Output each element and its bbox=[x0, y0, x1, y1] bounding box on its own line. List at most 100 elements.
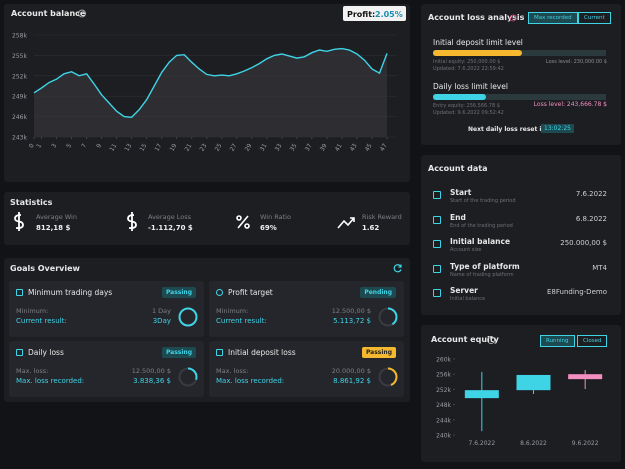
row-label: Max. loss: bbox=[216, 367, 249, 375]
row-label: Current result: bbox=[216, 317, 267, 325]
goal-card: Minimum trading days Passing Minimum: 1 Day… bbox=[9, 281, 204, 337]
goal-icon bbox=[16, 289, 23, 296]
y-tick-label: 244k bbox=[436, 417, 451, 424]
row-label: Server bbox=[450, 286, 478, 295]
y-tick-label: 255k bbox=[12, 53, 27, 60]
ring-fill bbox=[178, 307, 198, 327]
ring-fill bbox=[378, 367, 398, 387]
stat-label: Risk Reward bbox=[362, 213, 402, 221]
row-value: E8Funding-Demo bbox=[547, 288, 607, 296]
goal-icon bbox=[216, 349, 223, 356]
y-tick-label: 246k bbox=[12, 114, 27, 121]
goal-title: Minimum trading days bbox=[28, 288, 113, 297]
x-tick-label: 27 bbox=[229, 142, 239, 152]
profit-label: Profit: bbox=[347, 10, 375, 19]
row-sub: End of the trading period bbox=[450, 222, 513, 229]
balance-line bbox=[33, 47, 388, 119]
goal-icon bbox=[16, 349, 23, 356]
y-tick-label: 243k bbox=[12, 135, 27, 142]
row-label: Max. loss recorded: bbox=[216, 377, 285, 385]
stat-value: 69% bbox=[260, 224, 277, 232]
row-value: 12.500,00 $ bbox=[131, 367, 171, 375]
stat-value: 812,18 $ bbox=[36, 224, 71, 232]
goal-icon bbox=[216, 289, 223, 296]
tab-running[interactable]: Running bbox=[540, 335, 575, 347]
row-value: 20.000,00 $ bbox=[331, 367, 371, 375]
chart-title: Account equity bbox=[431, 335, 500, 344]
candle-body bbox=[464, 390, 499, 399]
updated-text: Updated: 9.6.2022 09:52:42 bbox=[433, 110, 504, 116]
info-icon[interactable] bbox=[487, 336, 495, 344]
tab-closed[interactable]: Closed bbox=[577, 335, 608, 347]
ring-fill bbox=[378, 307, 398, 327]
stat-value: 1.62 bbox=[362, 224, 380, 232]
x-tick-label: 45 bbox=[364, 142, 374, 152]
ring-fill bbox=[178, 367, 198, 387]
y-tick-label: 240k bbox=[436, 433, 451, 440]
equity-panel: Account equity 240k 244k 248k 252k 256k 260k 7… bbox=[421, 325, 621, 462]
x-tick-label: 9.6.2022 bbox=[572, 440, 599, 447]
x-tick-label: 41 bbox=[334, 142, 344, 152]
info-icon[interactable] bbox=[78, 9, 86, 18]
tab-max-recorded[interactable]: Max recorded bbox=[528, 12, 578, 24]
x-tick-label: 39 bbox=[319, 142, 329, 152]
x-tick-label: 37 bbox=[304, 142, 314, 152]
x-tick-label: 7.6.2022 bbox=[468, 440, 495, 447]
stat-value: -1.112,70 $ bbox=[148, 224, 193, 232]
equity-text: Initial equity: 250,000.00 $ bbox=[433, 59, 501, 65]
status-badge: Passing bbox=[161, 287, 196, 298]
limit-title: Daily loss limit level bbox=[433, 82, 508, 91]
reset-time: 13:02:25 bbox=[541, 124, 574, 133]
panel-title: Account loss analysis bbox=[428, 13, 525, 22]
x-tick-label: 43 bbox=[349, 142, 359, 152]
profit-box bbox=[343, 6, 406, 21]
x-tick-label: 25 bbox=[214, 142, 224, 152]
x-tick-label: 35 bbox=[289, 142, 299, 152]
loss-analysis-panel: Account loss analysis Max recorded Curre… bbox=[421, 4, 621, 145]
progress-ring bbox=[178, 367, 198, 387]
row-value: 12.500,00 $ bbox=[331, 307, 371, 315]
row-icon bbox=[433, 240, 441, 248]
info-icon[interactable] bbox=[509, 14, 517, 22]
y-tick-label: 249k bbox=[12, 94, 27, 101]
dollar-icon bbox=[127, 212, 137, 231]
x-tick-label: 5 bbox=[65, 142, 73, 149]
x-tick-label: 11 bbox=[108, 142, 118, 152]
row-value: 250.000,00 $ bbox=[560, 239, 607, 247]
x-tick-label: 31 bbox=[259, 142, 269, 152]
reset-label: Next daily loss reset in: bbox=[468, 126, 549, 133]
limit-title: Initial deposit limit level bbox=[433, 38, 523, 47]
y-tick-label: 256k bbox=[436, 372, 451, 379]
row-icon bbox=[433, 289, 441, 297]
tab-current[interactable]: Current bbox=[578, 12, 611, 24]
progress-ring bbox=[378, 367, 398, 387]
stat-label: Average Win bbox=[36, 213, 77, 221]
refresh-icon[interactable] bbox=[393, 263, 403, 273]
goal-title: Daily loss bbox=[28, 348, 64, 357]
row-sub: Start of the trading period bbox=[450, 198, 516, 204]
row-sub: Account size bbox=[450, 247, 482, 253]
row-value: 1 Day bbox=[151, 307, 171, 315]
row-sub: Initial balance bbox=[450, 296, 486, 302]
panel-title: Statistics bbox=[10, 198, 53, 207]
balance-chart: Account balance Profit: 2.05% 243k 246k 24… bbox=[11, 6, 406, 153]
x-tick-label: 3 bbox=[50, 142, 58, 149]
progress-fill bbox=[433, 50, 522, 56]
row-sub: Name of trading platform bbox=[450, 271, 514, 278]
status-badge: Passing bbox=[161, 347, 196, 358]
trend-icon bbox=[337, 217, 355, 229]
row-value: 7.6.2022 bbox=[575, 190, 607, 198]
balance-area bbox=[34, 48, 387, 137]
stat-icons bbox=[14, 212, 355, 231]
row-icon bbox=[433, 215, 441, 224]
balance-panel: Account balance Profit: 2.05% 243k 246k 24… bbox=[4, 4, 410, 182]
y-tick-label: 252k bbox=[436, 387, 451, 394]
x-tick-label: 29 bbox=[244, 142, 254, 152]
row-value: 3.838,36 $ bbox=[133, 377, 171, 385]
row-value: 5.113,72 $ bbox=[333, 317, 371, 325]
row-label: Start bbox=[450, 188, 472, 197]
chart-title: Account balance bbox=[11, 9, 86, 18]
x-tick-label: 15 bbox=[139, 142, 149, 152]
goal-title: Initial deposit loss bbox=[228, 348, 296, 357]
